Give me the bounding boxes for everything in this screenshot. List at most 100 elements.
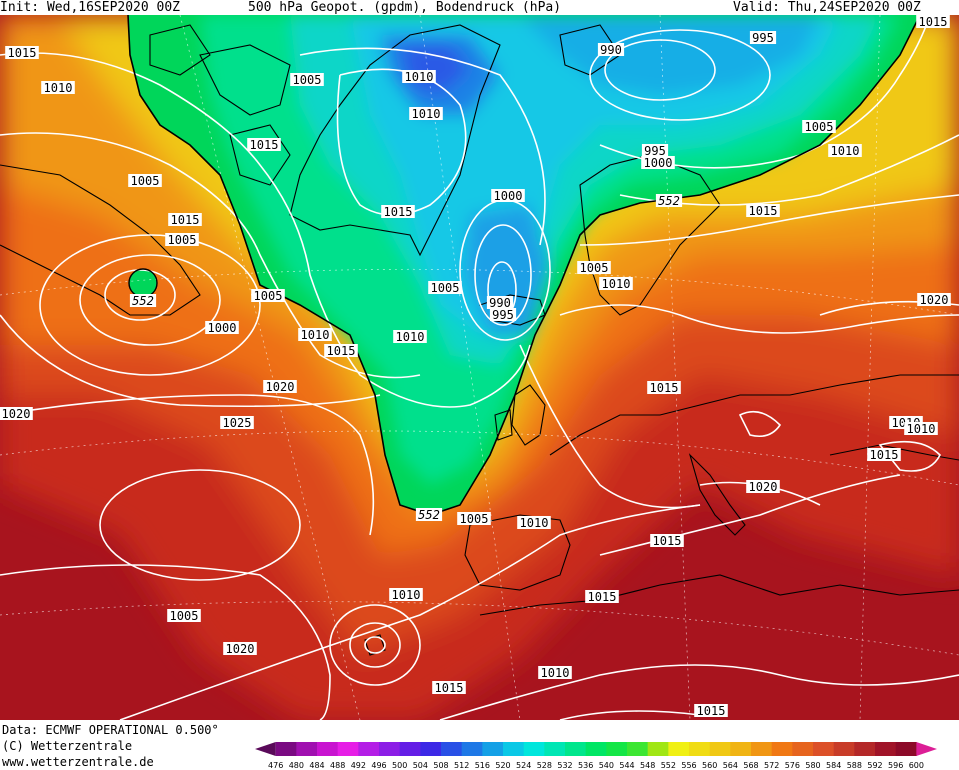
scale-swatch (895, 742, 917, 756)
website-link[interactable]: www.wetterzentrale.de (2, 755, 154, 769)
isobar-label-bg (577, 261, 611, 274)
scale-swatch (709, 742, 731, 756)
scale-tick-label: 496 (371, 761, 386, 770)
scale-tick-label: 592 (867, 761, 882, 770)
isobar-label-bg (641, 144, 669, 157)
scale-swatch (875, 742, 897, 756)
contour-552 (127, 15, 921, 516)
scale-swatch (503, 742, 525, 756)
isobar-label: 1020 (226, 642, 255, 656)
isobar-label-bg (746, 480, 780, 493)
scale-tick-label: 584 (826, 761, 841, 770)
isobar-label-bg (220, 416, 254, 429)
isobar-label-bg (389, 588, 423, 601)
isobar-label: 1015 (749, 204, 778, 218)
isobar-label-bg (324, 344, 358, 357)
scale-tick-label: 576 (785, 761, 800, 770)
isobar-label-bg (746, 204, 780, 217)
isobar-label-bg (0, 407, 33, 420)
isobar-label-bg (650, 534, 684, 547)
scale-swatch (833, 742, 855, 756)
scale-swatch (771, 742, 793, 756)
isobar-label-bg (904, 422, 938, 435)
scale-tick-label: 520 (495, 761, 510, 770)
map-title: 500 hPa Geopot. (gpdm), Bodendruck (hPa) (248, 0, 562, 15)
isobar-label-bg (828, 144, 862, 157)
contour-label: 552 (658, 194, 680, 208)
isobar-label: 1010 (44, 81, 73, 95)
isobar-label-bg (597, 43, 625, 56)
isobar-label-bg (223, 642, 257, 655)
isobar-label-bg (585, 590, 619, 603)
isobars (0, 15, 959, 720)
scale-swatch (482, 742, 504, 756)
isobar-label-bg (489, 308, 517, 321)
isobar-label: 1000 (494, 189, 523, 203)
isobar-label: 1015 (919, 15, 948, 29)
isobar-label: 1010 (907, 422, 936, 436)
isobar-label-bg (205, 321, 239, 334)
isobar-label: 1015 (697, 704, 726, 718)
scale-swatch (585, 742, 607, 756)
isobar-label: 990 (600, 43, 622, 57)
isobar-label: 1015 (870, 448, 899, 462)
isobar-label-bg (5, 46, 39, 59)
scale-swatch (399, 742, 421, 756)
scale-tick-label: 572 (764, 761, 779, 770)
scale-tick-label: 504 (413, 761, 428, 770)
contour-label: 552 (132, 294, 154, 308)
isobar-label: 995 (644, 144, 666, 158)
color-scale: 476 480 484 488 492 496 500 504 508 512 516 520 524 5… (255, 742, 937, 770)
scale-tick-label: 484 (309, 761, 324, 770)
isobar-label-bg (916, 15, 950, 28)
scale-swatch (337, 742, 359, 756)
isobar-label-bg (381, 205, 415, 218)
graticule (0, 15, 959, 720)
scale-swatch (792, 742, 814, 756)
scale-tick-label: 600 (909, 761, 924, 770)
scale-swatch (606, 742, 628, 756)
isobar-label-bg (298, 328, 332, 341)
scale-tick-label: 552 (661, 761, 676, 770)
scale-tick-label: 540 (599, 761, 614, 770)
scale-tick-label: 512 (454, 761, 469, 770)
scale-tick-label: 516 (475, 761, 490, 770)
isobar-label-bg (393, 330, 427, 343)
isobar-label: 1020 (749, 480, 778, 494)
isobar-label: 1015 (171, 213, 200, 227)
scale-swatch (358, 742, 380, 756)
isobar-label: 1010 (602, 277, 631, 291)
data-source: Data: ECMWF OPERATIONAL 0.500° (2, 723, 219, 737)
isobar-label-bg (428, 281, 462, 294)
isobar-label-bg (486, 296, 514, 309)
scale-swatch (296, 742, 318, 756)
weather-map: 1015 1010 1005 1010 1005 1005 1005 1000 1010 1015… (0, 15, 959, 720)
isobar-label: 1005 (293, 73, 322, 87)
isobar-label-bg (517, 516, 551, 529)
scale-tick-label: 500 (392, 761, 407, 770)
isobar-label: 1020 (2, 407, 31, 421)
isobar-label: 1020 (920, 293, 949, 307)
isobar-label-bg (538, 666, 572, 679)
isobar-label: 1005 (170, 609, 199, 623)
isobar-label: 1010 (831, 144, 860, 158)
isobar-label-bg (165, 233, 199, 246)
isobar-label: 1005 (254, 289, 283, 303)
isobar-label: 1000 (208, 321, 237, 335)
isobar-label: 1010 (392, 588, 421, 602)
isobar-label-bg (409, 107, 443, 120)
isobar-label-bg (41, 81, 75, 94)
isobar-label: 995 (752, 31, 774, 45)
scale-tick-label: 588 (847, 761, 862, 770)
isobar-label: 1015 (250, 138, 279, 152)
contour-label-bg (655, 194, 683, 207)
copyright: (C) Wetterzentrale (2, 739, 133, 753)
isobar-label-bg (802, 120, 836, 133)
scale-tick-label: 548 (640, 761, 655, 770)
isobar-label-bg (168, 213, 202, 226)
scale-tick-label: 580 (805, 761, 820, 770)
isobar-label: 995 (492, 308, 514, 322)
isobar-label: 1015 (8, 46, 37, 60)
isobar-label: 990 (489, 296, 511, 310)
isobar-label-bg (128, 174, 162, 187)
